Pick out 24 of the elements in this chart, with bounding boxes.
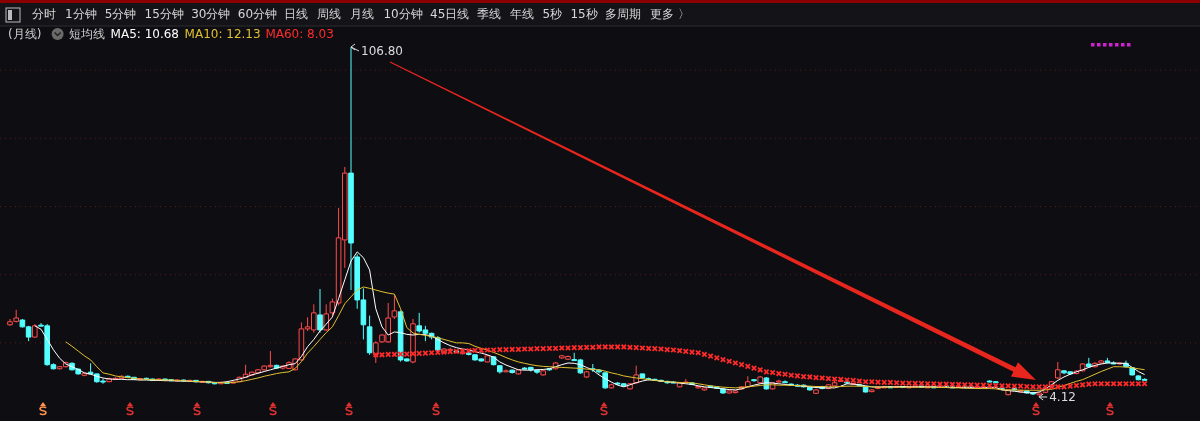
- text: 5秒: [542, 7, 563, 21]
- annotation: 106.80: [361, 44, 403, 58]
- chart-title: (月线): [8, 27, 42, 41]
- text: 5分钟: [104, 7, 137, 21]
- text: 15秒: [570, 7, 598, 21]
- text: 分时: [32, 7, 56, 21]
- text: 周线: [317, 7, 342, 21]
- text: MA10: 12.13: [184, 27, 261, 41]
- legend-title: 短均线: [68, 27, 105, 41]
- text: 1分钟: [65, 7, 97, 21]
- text: MA60: 8.03: [265, 27, 334, 41]
- text: 年线: [509, 7, 534, 21]
- text: 多周期: [605, 7, 641, 21]
- text: MA5: 10.68: [110, 27, 180, 41]
- text: 60分钟: [237, 7, 278, 21]
- text: 月线: [350, 7, 375, 21]
- annotation: 4.12: [1049, 390, 1076, 404]
- text: 更多 〉: [650, 7, 690, 21]
- text: 45日线: [430, 7, 470, 21]
- text: 10分钟: [383, 7, 423, 21]
- text: 30分钟: [191, 7, 231, 21]
- text: 日线: [284, 7, 309, 21]
- text: 季线: [476, 7, 501, 21]
- text: 15分钟: [144, 7, 184, 21]
